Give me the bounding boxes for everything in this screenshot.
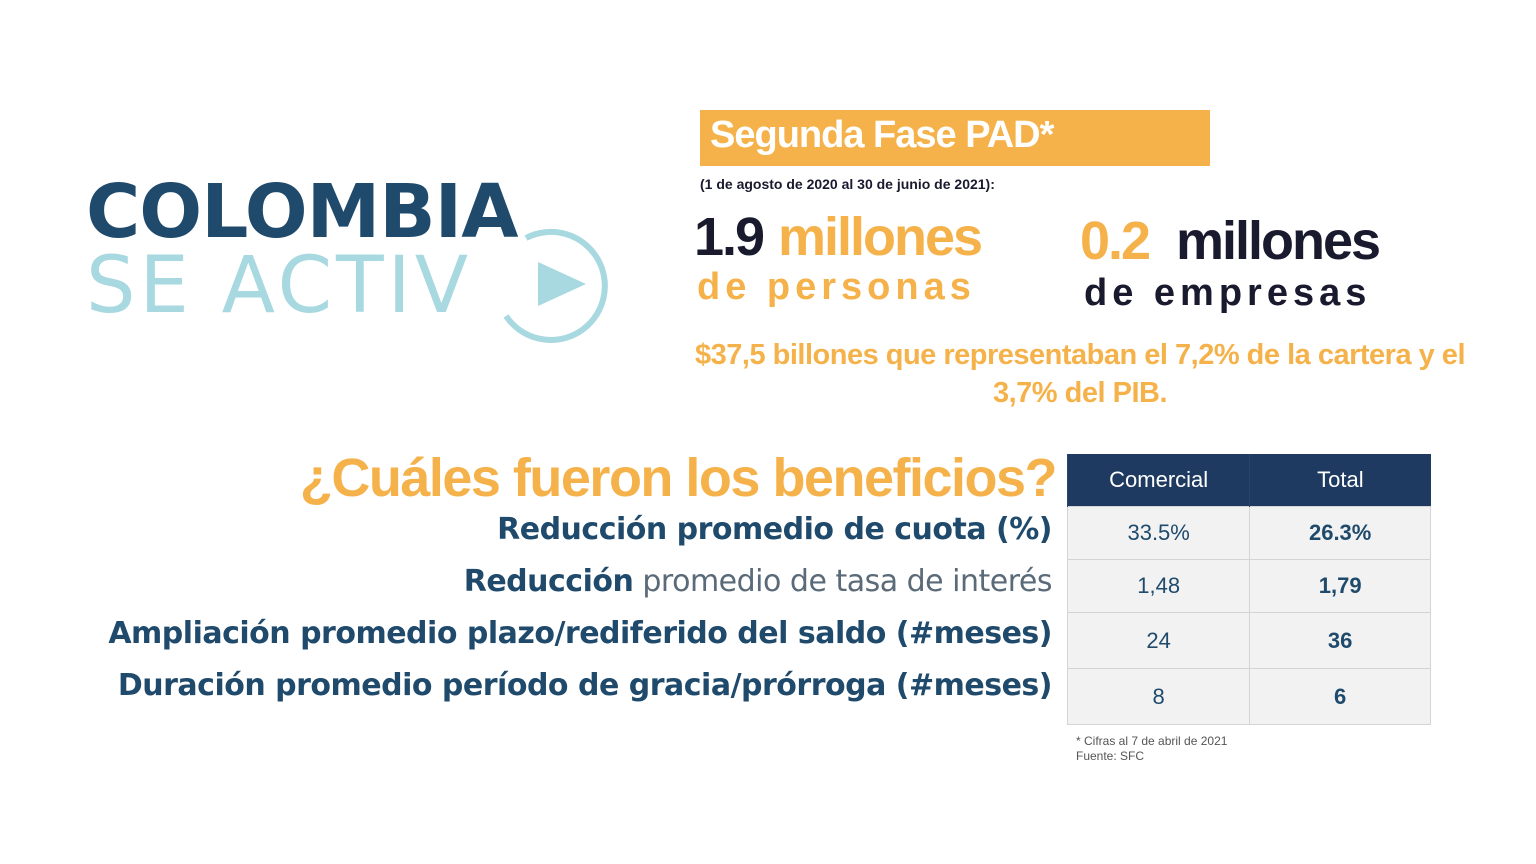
row-label-term-extension: Ampliación promedio plazo/rediferido del…	[108, 616, 1052, 651]
table-cell-comercial: 8	[1066, 668, 1251, 725]
benefits-table: Comercial Total 33.5% 26.3% 1,48 1,79 24…	[1066, 454, 1431, 725]
row-label-text-light: promedio de tasa de interés	[633, 564, 1052, 599]
table-cell-comercial: 24	[1066, 612, 1251, 669]
table-row: 24 36	[1066, 612, 1431, 669]
benefits-question: ¿Cuáles fueron los beneficios?	[299, 448, 1058, 508]
table-header-row: Comercial Total	[1066, 454, 1431, 507]
play-circle-arc	[503, 228, 608, 343]
phase-banner	[700, 110, 1210, 166]
stat-persons-unit: millones	[778, 207, 983, 267]
phase-period: (1 de agosto de 2020 al 30 de junio de 2…	[700, 176, 995, 192]
row-label-rate-reduction: Reducción promedio de tasa de interés	[463, 564, 1053, 599]
play-circle-icon	[503, 228, 608, 343]
column-header-total: Total	[1249, 454, 1431, 507]
table-cell-total: 1,79	[1249, 559, 1431, 613]
logo-text-line1: COLOMBIA	[86, 169, 518, 255]
row-label-text: Reducción promedio de cuota (%)	[497, 512, 1052, 547]
stat-companies-unit: millones	[1176, 211, 1381, 271]
billions-statement: $37,5 billones que representaban el 7,2%…	[695, 339, 1466, 409]
footnote-source: Fuente: SFC	[1076, 749, 1145, 763]
stat-persons-subtitle: de personas	[697, 266, 976, 308]
row-label-grace-period: Duración promedio período de gracia/prór…	[117, 668, 1053, 703]
table-row: 33.5% 26.3%	[1066, 506, 1431, 560]
row-label-text: Ampliación promedio plazo/rediferido del…	[108, 616, 1052, 651]
table-row: 8 6	[1066, 668, 1431, 725]
table-cell-total: 36	[1249, 612, 1431, 669]
table-cell-comercial: 33.5%	[1066, 506, 1251, 560]
stat-companies-subtitle: de empresas	[1084, 272, 1372, 314]
row-label-fee-reduction: Reducción promedio de cuota (%)	[497, 512, 1052, 547]
footnote: * Cifras al 7 de abril de 2021 Fuente: S…	[1076, 734, 1227, 764]
footnote-date: * Cifras al 7 de abril de 2021	[1076, 734, 1228, 748]
stat-persons-number: 1.9	[694, 207, 765, 267]
logo-text-line2: SE ACTIV	[86, 241, 473, 331]
phase-title: Segunda Fase PAD*	[710, 114, 1054, 156]
stat-companies-number: 0.2	[1080, 211, 1151, 271]
table-row: 1,48 1,79	[1066, 559, 1431, 613]
column-header-comercial: Comercial	[1066, 454, 1250, 507]
row-label-text-bold: Reducción	[463, 564, 634, 599]
row-label-text: Duración promedio período de gracia/prór…	[117, 668, 1053, 703]
table-cell-total: 26.3%	[1249, 506, 1431, 560]
table-cell-total: 6	[1249, 668, 1431, 725]
play-triangle	[538, 262, 586, 306]
table-cell-comercial: 1,48	[1066, 559, 1251, 613]
